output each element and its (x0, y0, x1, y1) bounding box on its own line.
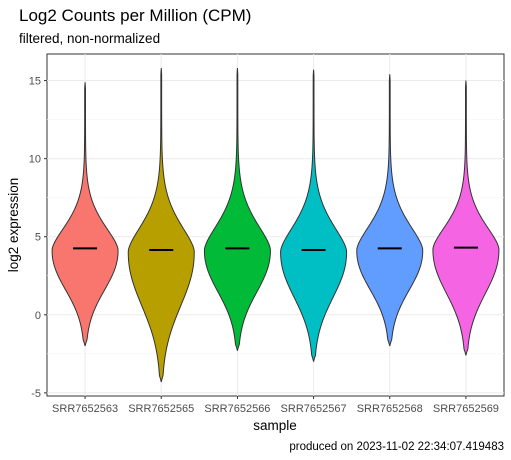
plot-panel (46, 53, 505, 397)
chart-caption: produced on 2023-11-02 22:34:07.419483 (289, 441, 504, 453)
violin-SRR7652567 (280, 69, 348, 362)
x-axis-title: sample (253, 418, 297, 433)
x-tick-label: SRR7652565 (128, 403, 194, 415)
y-tick-label: 0 (35, 310, 41, 322)
violin-SRR7652569 (432, 80, 500, 356)
x-tick-label: SRR7652569 (433, 403, 499, 415)
y-tick-label: 5 (35, 232, 41, 244)
y-axis: -5 0 5 10 15 (29, 76, 47, 400)
chart-subtitle: filtered, non-normalized (19, 31, 160, 46)
x-tick-label: SRR7652567 (281, 403, 347, 415)
violin-SRR7652568 (356, 74, 424, 347)
chart-title: Log2 Counts per Million (CPM) (19, 6, 251, 25)
violin-SRR7652566 (203, 68, 271, 351)
y-tick-label: -5 (31, 388, 41, 400)
x-tick-label: SRR7652563 (52, 403, 118, 415)
y-tick-label: 15 (29, 76, 41, 88)
x-tick-label: SRR7652568 (357, 403, 423, 415)
violin-SRR7652563 (51, 82, 119, 347)
violin-SRR7652565 (127, 68, 195, 383)
x-tick-label: SRR7652566 (204, 403, 270, 415)
y-axis-title: log2 expression (6, 178, 21, 273)
violins (51, 68, 500, 383)
y-tick-label: 10 (29, 154, 41, 166)
x-axis: SRR7652563 SRR7652565 SRR7652566 SRR7652567… (52, 396, 499, 415)
